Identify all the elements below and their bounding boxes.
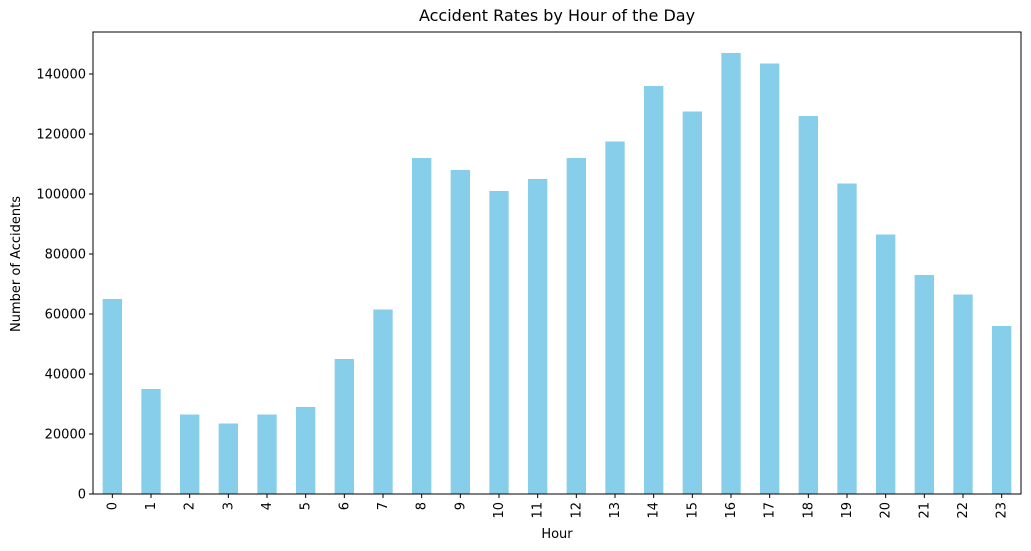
bar-hour-10 bbox=[489, 191, 509, 494]
bar-hour-19 bbox=[837, 183, 857, 494]
x-axis-ticks: 0 1 2 3 4 5 6 7 8 9 10 11 12 13 14 15 16 17 18 19 20 21 22 23 bbox=[105, 494, 1010, 519]
bar-hour-13 bbox=[605, 141, 625, 494]
y-tick-label: 20000 bbox=[45, 428, 86, 443]
plot-frame bbox=[92, 31, 1022, 495]
x-tick-label: 21 bbox=[917, 502, 932, 519]
x-tick-label: 17 bbox=[763, 502, 778, 519]
y-tick-label: 120000 bbox=[36, 128, 86, 143]
y-tick-label: 100000 bbox=[36, 188, 86, 203]
bar-hour-20 bbox=[876, 234, 896, 494]
x-tick-label: 1 bbox=[144, 502, 159, 510]
bar-hour-11 bbox=[528, 179, 548, 494]
bar-hour-22 bbox=[953, 294, 973, 494]
y-tick-label: 0 bbox=[78, 488, 86, 503]
x-tick-label: 16 bbox=[724, 502, 739, 519]
x-tick-label: 0 bbox=[105, 502, 120, 510]
bar-hour-12 bbox=[566, 158, 586, 494]
bar-hour-14 bbox=[644, 86, 664, 494]
y-tick-label: 140000 bbox=[36, 68, 86, 83]
x-tick-label: 6 bbox=[337, 502, 352, 510]
x-axis-title: Hour bbox=[541, 527, 573, 542]
bars-group bbox=[102, 53, 1012, 494]
x-tick-label: 19 bbox=[840, 502, 855, 519]
bar-hour-23 bbox=[992, 326, 1012, 494]
y-tick-label: 60000 bbox=[45, 308, 86, 323]
y-axis-ticks: 0 20000 40000 60000 80000 100000 120000 140000 bbox=[36, 68, 93, 503]
bar-hour-2 bbox=[180, 414, 200, 494]
x-tick-label: 4 bbox=[260, 502, 275, 510]
x-tick-label: 12 bbox=[569, 502, 584, 519]
bar-hour-17 bbox=[760, 63, 780, 494]
bar-hour-6 bbox=[334, 359, 354, 494]
bar-hour-18 bbox=[798, 116, 818, 494]
bar-hour-16 bbox=[721, 53, 741, 494]
bar-hour-4 bbox=[257, 414, 277, 494]
x-tick-label: 10 bbox=[492, 502, 507, 519]
bar-hour-3 bbox=[218, 423, 238, 494]
x-tick-label: 18 bbox=[801, 502, 816, 519]
x-tick-label: 9 bbox=[453, 502, 468, 510]
y-axis-title: Number of Accidents bbox=[9, 196, 24, 332]
bar-hour-15 bbox=[682, 111, 702, 494]
x-tick-label: 20 bbox=[879, 502, 894, 519]
bar-hour-9 bbox=[450, 170, 470, 494]
x-tick-label: 22 bbox=[956, 502, 971, 519]
chart-title: Accident Rates by Hour of the Day bbox=[419, 6, 695, 25]
bar-hour-7 bbox=[373, 309, 393, 494]
bar-hour-8 bbox=[412, 158, 432, 494]
x-tick-label: 14 bbox=[647, 502, 662, 519]
bar-hour-5 bbox=[296, 407, 316, 494]
bar-hour-1 bbox=[141, 389, 161, 494]
x-tick-label: 2 bbox=[183, 502, 198, 510]
x-tick-label: 11 bbox=[531, 502, 546, 519]
x-tick-label: 15 bbox=[685, 502, 700, 519]
y-tick-label: 80000 bbox=[45, 248, 86, 263]
x-tick-label: 3 bbox=[221, 502, 236, 510]
x-tick-label: 23 bbox=[995, 502, 1010, 519]
x-tick-label: 13 bbox=[608, 502, 623, 519]
x-tick-label: 7 bbox=[376, 502, 391, 510]
bar-hour-21 bbox=[914, 275, 934, 494]
x-tick-label: 5 bbox=[299, 502, 314, 510]
x-tick-label: 8 bbox=[415, 502, 430, 510]
y-tick-label: 40000 bbox=[45, 368, 86, 383]
bar-hour-0 bbox=[102, 299, 122, 494]
